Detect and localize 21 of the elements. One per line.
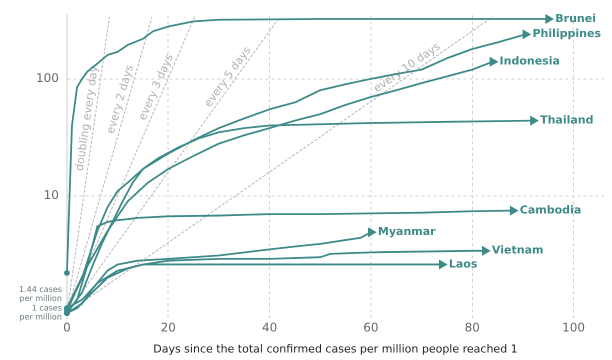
series-label: Brunei <box>555 12 596 25</box>
annotation: doubling every day <box>72 64 101 172</box>
series-label: Indonesia <box>500 54 560 68</box>
series-label: Cambodia <box>520 203 582 216</box>
x-tick-label: 20 <box>160 320 176 335</box>
annotation: every 3 days <box>136 52 176 122</box>
annotation: every 2 days <box>104 63 136 136</box>
series-label: Vietnam <box>492 244 544 257</box>
annotation: 1 cases per million <box>19 304 62 322</box>
x-tick-label: 60 <box>363 320 379 335</box>
x-tick-label: 40 <box>262 320 278 335</box>
series-label: Philippines <box>532 27 602 40</box>
x-tick-label: 80 <box>464 320 480 335</box>
series-label: Myanmar <box>378 225 436 238</box>
y-tick-label: 10 <box>44 188 59 202</box>
x-axis-title: Days since the total confirmed cases per million people reached 1 <box>153 342 518 356</box>
x-tick-label: 100 <box>562 320 586 335</box>
annotation: 1.44 cases per million <box>18 285 62 304</box>
x-tick-label: 0 <box>63 320 71 335</box>
series-label: Laos <box>448 257 478 270</box>
series-label: Thailand <box>540 114 594 126</box>
